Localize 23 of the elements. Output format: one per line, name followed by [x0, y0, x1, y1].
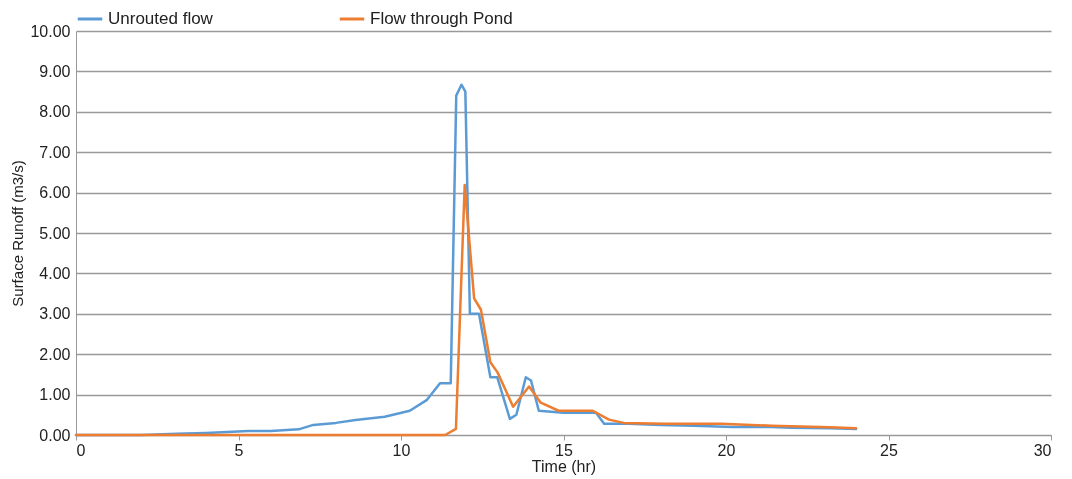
x-tick-label: 30 — [1033, 441, 1052, 459]
x-tick-label: 10 — [392, 441, 411, 459]
y-tick-label: 2.00 — [39, 345, 71, 363]
legend-label: Unrouted flow — [108, 9, 214, 28]
x-tick-label: 15 — [555, 441, 573, 459]
y-tick-label: 1.00 — [39, 386, 71, 404]
x-tick-label: 0 — [76, 441, 86, 459]
y-tick-label: 0.00 — [39, 426, 71, 444]
y-axis-title: Surface Runoff (m3/s) — [9, 160, 27, 307]
y-tick-label: 3.00 — [39, 305, 71, 323]
x-axis-title: Time (hr) — [531, 457, 597, 475]
y-tick-label: 5.00 — [39, 224, 71, 242]
y-tick-label: 9.00 — [39, 62, 71, 80]
line-series — [74, 183, 858, 437]
y-tick-label: 4.00 — [39, 264, 71, 282]
y-tick-label: 7.00 — [39, 143, 71, 161]
y-tick-label: 8.00 — [39, 103, 71, 121]
x-tick-label: 20 — [717, 441, 736, 459]
x-tick-label: 25 — [880, 441, 898, 459]
legend-label: Flow through Pond — [370, 9, 513, 28]
y-tick-label: 10.00 — [30, 22, 71, 40]
y-tick-label: 6.00 — [39, 184, 71, 202]
x-tick-label: 5 — [234, 441, 244, 459]
